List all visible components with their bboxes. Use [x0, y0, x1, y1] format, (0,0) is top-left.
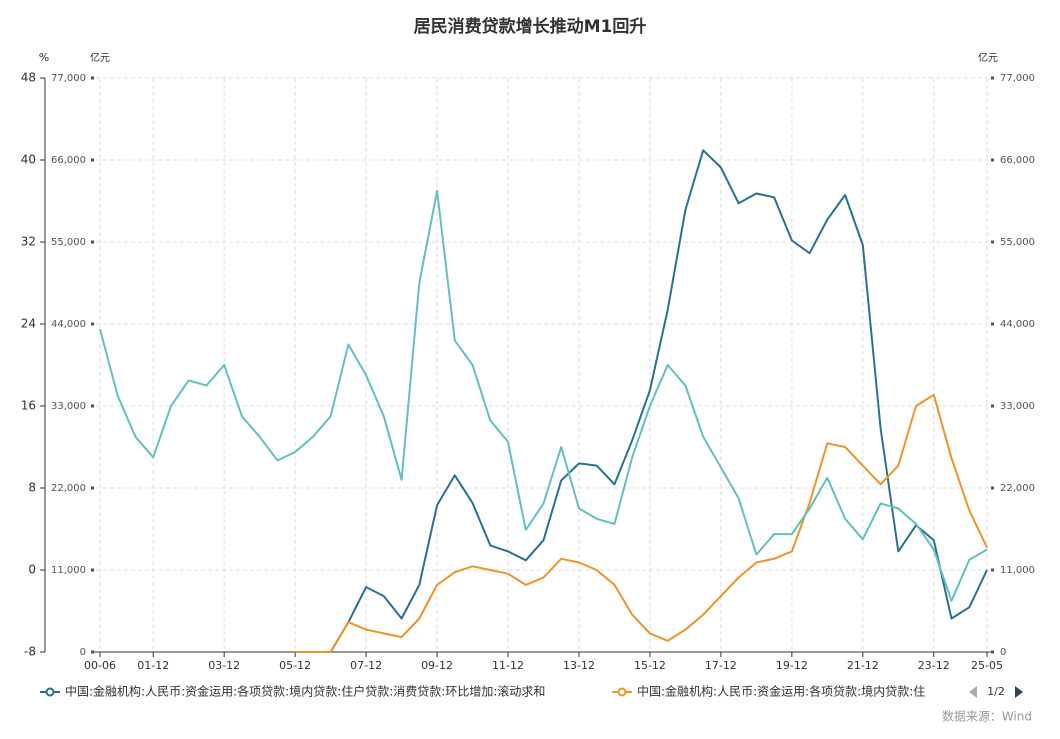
series-line: [295, 393, 988, 653]
source: 数据来源：Wind: [942, 709, 1032, 724]
y2-tick-label-right: 0: [1000, 647, 1006, 658]
x-tick-label: 09-12: [421, 659, 453, 672]
y-tick-label: 8: [28, 481, 36, 495]
chart-title: 居民消费贷款增长推动M1回升: [414, 16, 647, 37]
y2-tick-label: 22,000: [51, 483, 86, 494]
y2-tick-label-right: 33,000: [1000, 401, 1035, 412]
y-axis-unit: %: [39, 51, 49, 64]
x-tick-label: 13-12: [563, 659, 595, 672]
y2-tick-label-right: 11,000: [1000, 565, 1035, 576]
y2-tick: [91, 158, 94, 162]
x-tick-label: 01-12: [137, 659, 169, 672]
y2-tick-label-right: 66,000: [1000, 155, 1035, 166]
legend-next[interactable]: [1015, 686, 1023, 698]
x-tick-label: 11-12: [492, 659, 524, 672]
y2-tick-label-right: 22,000: [1000, 483, 1035, 494]
y2-tick-right: [991, 404, 994, 408]
y2-tick-label-right: 77,000: [1000, 73, 1035, 84]
y2-tick: [91, 322, 94, 326]
legend-item: 中国:金融机构:人民币:资金运用:各项贷款:境内贷款:住: [612, 684, 925, 699]
x-tick-label: 07-12: [350, 659, 382, 672]
legend-swatch-dot: [617, 687, 627, 697]
y2-tick-right: [991, 650, 994, 654]
y2-tick-label: 33,000: [51, 401, 86, 412]
y2-tick: [91, 404, 94, 408]
y2-tick: [91, 568, 94, 572]
y2-tick: [91, 650, 94, 654]
y2-tick-label: 0: [80, 647, 86, 658]
y-tick-label: -8: [24, 645, 36, 659]
legend-label: 中国:金融机构:人民币:资金运用:各项贷款:境内贷款:住户贷款:消费贷款:环比增…: [65, 684, 545, 699]
y2-tick-label: 44,000: [51, 319, 86, 330]
y-tick-label: 16: [21, 399, 36, 413]
y2-tick-label: 11,000: [51, 565, 86, 576]
x-tick-label: 05-12: [279, 659, 311, 672]
y-tick-label: 24: [21, 317, 36, 331]
y2-tick-right: [991, 240, 994, 244]
y2-tick-right: [991, 568, 994, 572]
y2-tick: [91, 76, 94, 80]
y2-tick-right: [991, 76, 994, 80]
y2-tick: [91, 240, 94, 244]
y-tick-label: 40: [21, 153, 36, 167]
legend-swatch-dot: [45, 687, 55, 697]
y2-tick-right: [991, 322, 994, 326]
y2-axis-unit: 亿元: [90, 51, 110, 64]
y2-axis-unit-right: 亿元: [978, 51, 998, 64]
x-tick-label: 03-12: [208, 659, 240, 672]
y2-tick: [91, 486, 94, 490]
legend-prev[interactable]: [969, 686, 977, 698]
series-line: [295, 149, 988, 653]
y2-tick-right: [991, 158, 994, 162]
x-tick-label: 21-12: [847, 659, 879, 672]
x-tick-label: 23-12: [918, 659, 950, 672]
legend-label: 中国:金融机构:人民币:资金运用:各项贷款:境内贷款:住: [637, 684, 925, 699]
y2-tick-label: 77,000: [51, 73, 86, 84]
x-tick-label: 19-12: [776, 659, 808, 672]
x-tick-label: 15-12: [634, 659, 666, 672]
x-tick-label: 25-05: [971, 659, 1003, 672]
legend-item: 中国:金融机构:人民币:资金运用:各项贷款:境内贷款:住户贷款:消费贷款:环比增…: [40, 684, 545, 699]
y-tick-label: 48: [21, 71, 36, 85]
series-line: [99, 189, 988, 602]
y2-tick-label-right: 55,000: [1000, 237, 1035, 248]
y2-tick-right: [991, 486, 994, 490]
y-tick-label: 32: [21, 235, 36, 249]
y2-tick-label: 66,000: [51, 155, 86, 166]
x-tick-label: 00-06: [84, 659, 116, 672]
x-tick-label: 17-12: [705, 659, 737, 672]
y-tick-label: 0: [28, 563, 36, 577]
y2-tick-label-right: 44,000: [1000, 319, 1035, 330]
legend-page[interactable]: 1/2: [987, 685, 1005, 698]
y2-tick-label: 55,000: [51, 237, 86, 248]
